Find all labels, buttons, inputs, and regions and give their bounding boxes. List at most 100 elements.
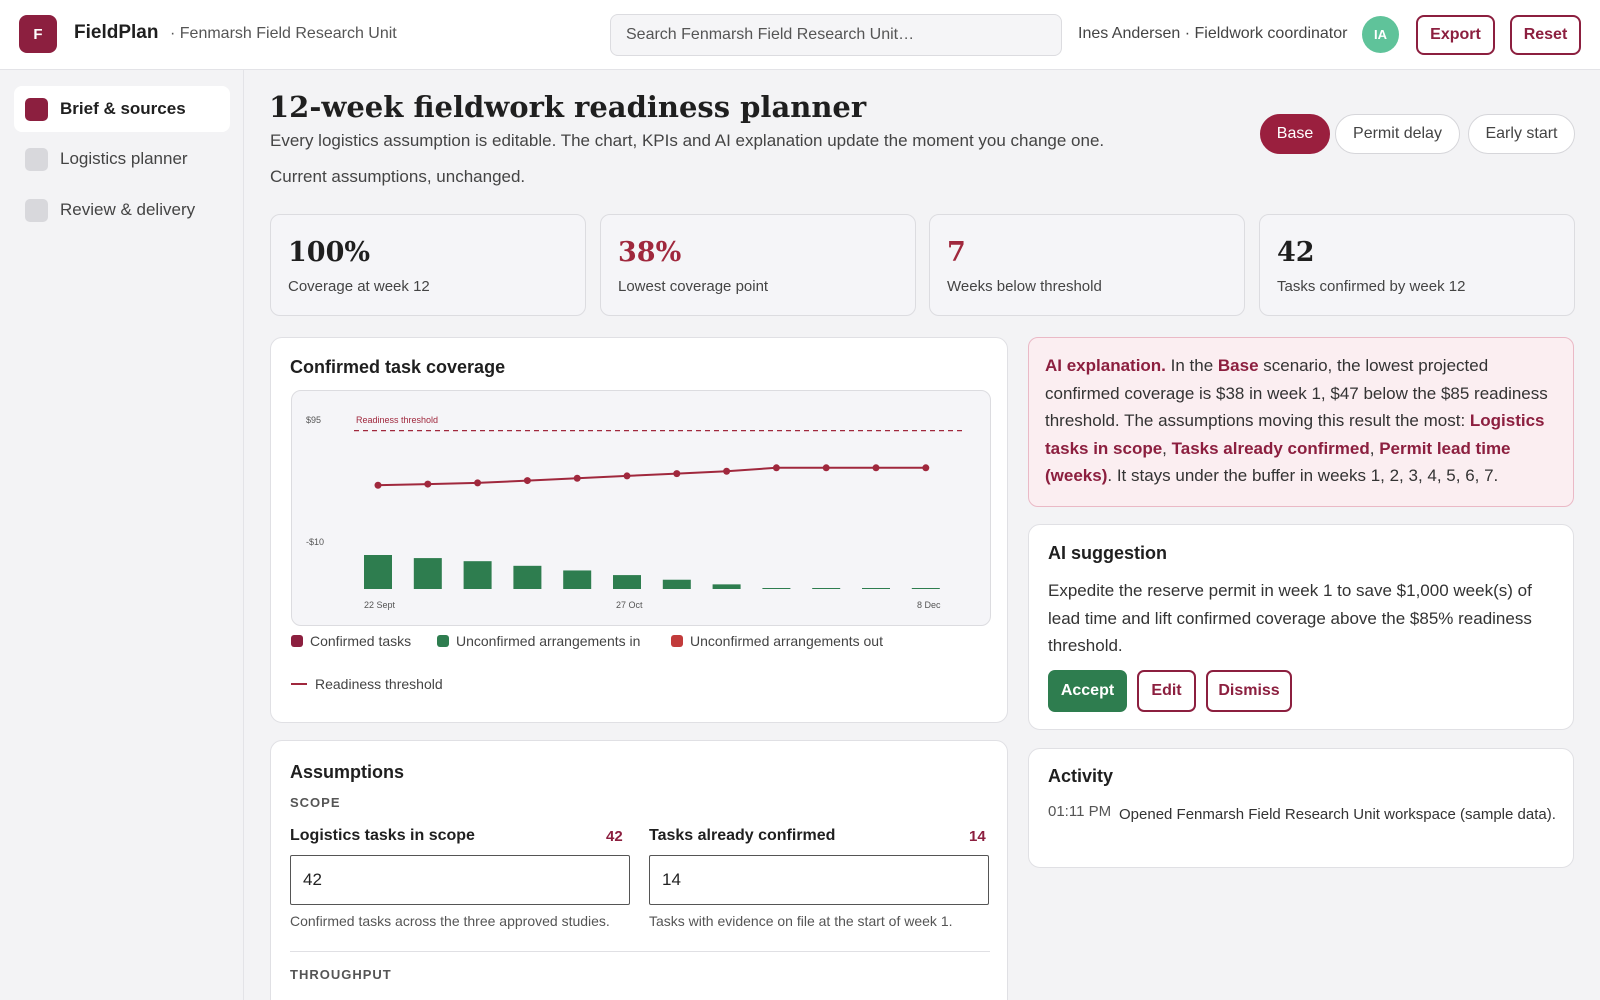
coverage-point [772,464,780,472]
sidebar-item-label: Brief & sources [60,99,186,118]
suggestion-text: Expedite the reserve permit in week 1 to… [1048,581,1532,655]
step-square-icon [25,147,48,171]
unconfirmed-bar [862,588,890,589]
reset-button[interactable]: Reset [1510,15,1581,55]
unconfirmed-bar [812,588,841,589]
coverage-chart: $95 -$10 Readiness threshold 22 Sept 27 … [306,415,962,610]
activity-card: Activity 01:11 PM Opened Fenmarsh Field … [1028,748,1574,868]
field-label: Tasks already confirmed [649,827,836,844]
activity-text: Opened Fenmarsh Field Research Unit work… [1119,806,1556,823]
coverage-point [723,467,731,475]
ai-explanation: AI explanation. In the Base scenario, th… [1028,337,1574,507]
field-value: 14 [969,828,986,845]
legend-unconfirmed-in: Unconfirmed arrangements in [437,633,640,649]
chart-title: Confirmed task coverage [290,357,506,377]
coverage-point [922,464,930,472]
coverage-point [872,464,880,472]
x-tick-label: 22 Sept [364,600,396,610]
explanation-text: , [1162,438,1172,458]
sidebar-item-brief[interactable]: Brief & sources [14,86,230,132]
explanation-assumption: Permit lead time (weeks) [1045,438,1511,486]
sidebar-item-label: Logistics planner [60,149,188,168]
threshold-label: Readiness threshold [356,415,438,425]
kpi-value: 42 [1277,237,1315,268]
coverage-point [623,472,631,480]
coverage-point [424,480,432,488]
search-box[interactable] [610,14,1062,56]
accept-button[interactable]: Accept [1048,670,1127,712]
unconfirmed-bar [413,558,442,589]
assumptions-title: Assumptions [290,762,405,782]
org-name: · Fenmarsh Field Research Unit [170,25,397,42]
tasks-in-scope-input[interactable] [290,855,630,905]
legend-label: Unconfirmed arrangements out [690,633,883,649]
assumptions-card: Assumptions SCOPE Logistics tasks in sco… [270,740,1008,1000]
chart-area: $95 -$10 Readiness threshold 22 Sept 27 … [291,390,991,626]
unconfirmed-bar [613,575,641,589]
field-label: Logistics tasks in scope [290,827,475,844]
explanation-assumption: Logistics tasks in scope [1045,411,1545,458]
avatar[interactable]: IA [1362,16,1399,53]
coverage-point [523,477,531,485]
scenario-permit-delay[interactable]: Permit delay [1335,114,1460,154]
legend-label: Readiness threshold [315,676,443,692]
brand-name: FieldPlan [74,22,159,43]
unconfirmed-bar [364,555,392,589]
field-help: Confirmed tasks across the three approve… [290,913,610,929]
page-subtitle: Every logistics assumption is editable. … [270,131,1105,150]
edit-button[interactable]: Edit [1137,670,1196,712]
legend-swatch [291,635,303,647]
dismiss-button[interactable]: Dismiss [1206,670,1292,712]
x-tick-label: 8 Dec [917,600,941,610]
kpi-card: 38% Lowest coverage point [600,214,916,316]
tasks-confirmed-input[interactable] [649,855,989,905]
sidebar-item-review[interactable]: Review & delivery [14,187,230,233]
kpi-card: 100% Coverage at week 12 [270,214,586,316]
kpi-label: Lowest coverage point [618,278,769,295]
legend-unconfirmed-out: Unconfirmed arrangements out [671,633,883,649]
page-title: 12-week fieldwork readiness planner [269,90,867,124]
unconfirmed-bar [563,570,592,589]
coverage-point [374,481,382,489]
scenario-early-start[interactable]: Early start [1468,114,1575,154]
assumption-status: Current assumptions, unchanged. [270,167,526,186]
explanation-lead: AI explanation. [1045,356,1166,375]
coverage-points [374,464,930,489]
export-button[interactable]: Export [1416,15,1495,55]
sidebar-item-label: Review & delivery [60,200,196,219]
coverage-point [822,464,830,472]
unconfirmed-bar [911,588,940,589]
sidebar-item-logistics[interactable]: Logistics planner [14,136,230,182]
search-input[interactable] [626,26,1061,44]
unconfirmed-bar [513,565,542,589]
kpi-value: 38% [618,237,682,268]
kpi-label: Weeks below threshold [947,278,1102,295]
explanation-text: In the [1165,356,1218,375]
activity-time: 01:11 PM [1048,803,1112,820]
section-label-scope: SCOPE [290,795,341,810]
legend-confirmed: Confirmed tasks [291,633,411,649]
ai-suggestion-card: AI suggestion Expedite the reserve permi… [1028,524,1574,730]
top-bar: F FieldPlan · Fenmarsh Field Research Un… [0,0,1600,70]
unconfirmed-bar [712,584,741,589]
kpi-label: Coverage at week 12 [288,278,430,295]
scenario-base[interactable]: Base [1260,114,1330,154]
kpi-card: 7 Weeks below threshold [929,214,1245,316]
y-tick-label: -$10 [306,537,324,547]
legend-swatch [671,635,683,647]
activity-title: Activity [1048,766,1114,786]
kpi-card: 42 Tasks confirmed by week 12 [1259,214,1575,316]
unconfirmed-bar [463,561,492,589]
explanation-assumption: Tasks already confirmed [1171,438,1370,458]
unconfirmed-bar [762,588,791,589]
field-help: Tasks with evidence on file at the start… [649,913,953,929]
x-tick-label: 27 Oct [616,600,643,610]
kpi-label: Tasks confirmed by week 12 [1277,278,1466,295]
legend-swatch [437,635,449,647]
coverage-point [573,474,581,482]
user-name: Ines Andersen · Fieldwork coordinator [1078,25,1348,42]
section-label-throughput: THROUGHPUT [290,967,392,982]
sidebar: Brief & sources Logistics planner Review… [0,70,244,1000]
legend-label: Confirmed tasks [310,633,412,649]
app-logo[interactable]: F [19,15,57,53]
